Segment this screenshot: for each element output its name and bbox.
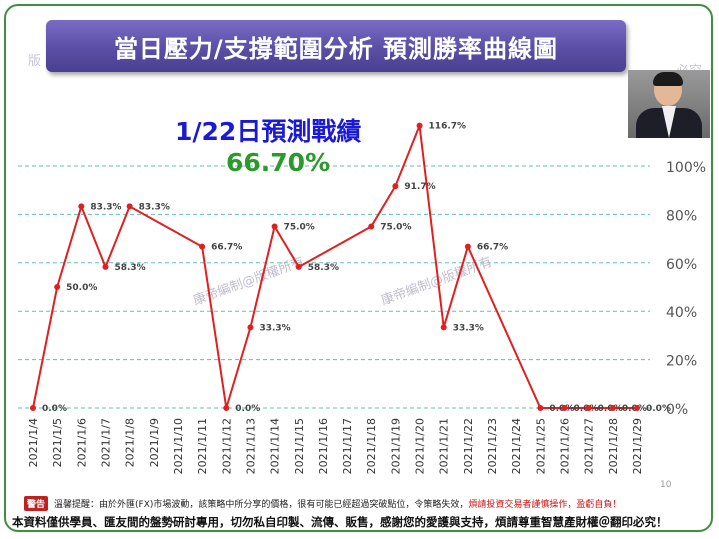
data-point [440,324,447,331]
data-point [368,223,375,230]
x-tick-label: 2021/1/17 [341,418,354,474]
footer-warning: 警告 溫馨提醒：由於外匯(FX)市場波動，該策略中所分享的價格，很有可能已經超過… [10,495,710,511]
warning-text-red: 煩請投資交易者謹慎操作，盈虧自負！ [468,499,622,510]
data-point [223,405,230,411]
x-tick-label: 2021/1/19 [389,418,402,474]
x-tick-label: 2021/1/25 [534,418,547,474]
data-point [537,405,544,411]
data-label: 66.7% [477,243,508,253]
x-tick-label: 2021/1/14 [269,418,282,474]
x-tick-label: 2021/1/28 [607,418,620,474]
x-tick-label: 2021/1/5 [51,418,64,467]
page-title: 當日壓力/支撐範圍分析 預測勝率曲線圖 [113,34,559,63]
data-point [464,243,471,250]
x-tick-label: 2021/1/18 [365,418,378,474]
data-label: 50.0% [66,283,97,293]
data-label: 75.0% [284,223,315,233]
data-label: 0.0% [646,404,671,414]
y-tick-label: 0% [666,402,688,418]
title-banner: 當日壓力/支撐範圍分析 預測勝率曲線圖 [46,20,626,72]
x-tick-label: 2021/1/6 [75,418,88,467]
data-point [585,405,592,411]
slide-border [4,4,713,532]
series-line [32,125,637,409]
data-label: 66.7% [211,243,242,253]
data-label: 75.0% [380,223,411,233]
data-point [30,405,36,411]
warning-text: 溫馨提醒：由於外匯(FX)市場波動，該策略中所分享的價格，很有可能已經超過突破點… [54,499,469,510]
x-tick-label: 2021/1/9 [148,418,161,467]
data-label: 83.3% [139,202,170,212]
data-point [199,243,206,250]
x-tick-label: 2021/1/21 [438,418,451,474]
data-label: 116.7% [429,122,467,132]
data-point [54,284,61,290]
x-tick-label: 2021/1/15 [293,418,306,474]
data-point [126,203,133,210]
data-point [295,263,302,270]
result-value: 66.70% [226,148,331,177]
data-label: 58.3% [308,263,339,273]
data-point [634,405,640,411]
data-point [78,203,85,210]
x-tick-label: 2021/1/24 [510,418,523,474]
data-point [416,122,423,129]
data-point [561,405,568,411]
page-number: 10 [660,480,672,490]
x-tick-label: 2021/1/11 [196,418,209,474]
data-point [102,263,109,270]
x-tick-label: 2021/1/8 [124,418,137,467]
x-tick-label: 2021/1/7 [99,418,112,467]
result-heading: 1/22日預測戰績 [175,117,362,146]
corner-watermark-left: 版 [28,54,42,69]
data-point [247,324,254,331]
x-tick-label: 2021/1/4 [27,418,40,467]
data-point [609,405,616,411]
y-tick-label: 100% [666,160,706,176]
data-label: 33.3% [259,323,290,333]
x-tick-label: 2021/1/22 [462,418,475,474]
y-tick-label: 80% [666,208,697,224]
x-tick-label: 2021/1/23 [486,418,499,474]
footer-notice: 本資料僅供學員、匯友間的盤勢研討專用，切勿私自印製、流傳、販售，感謝您的愛護與支… [12,515,668,529]
y-tick-label: 20% [666,354,697,370]
x-tick-label: 2021/1/16 [317,418,330,474]
data-label: 0.0% [235,404,260,414]
hair-shape [653,72,683,86]
data-label: 58.3% [114,263,145,273]
data-label: 91.7% [404,182,435,192]
x-tick-label: 2021/1/20 [414,418,427,474]
data-label: 83.3% [90,202,121,212]
data-point [392,183,399,190]
data-label: 33.3% [453,323,484,333]
x-tick-label: 2021/1/26 [559,418,572,474]
warning-badge: 警告 [24,495,49,511]
y-tick-label: 60% [666,257,697,273]
x-tick-label: 2021/1/12 [220,418,233,474]
presenter-photo [628,70,710,138]
data-label: 0.0% [42,404,67,414]
x-tick-label: 2021/1/27 [583,418,596,474]
data-point [271,223,278,230]
x-tick-label: 2021/1/10 [172,418,185,474]
x-tick-label: 2021/1/13 [244,418,257,474]
x-tick-label: 2021/1/29 [631,418,644,474]
y-tick-label: 40% [666,305,697,321]
